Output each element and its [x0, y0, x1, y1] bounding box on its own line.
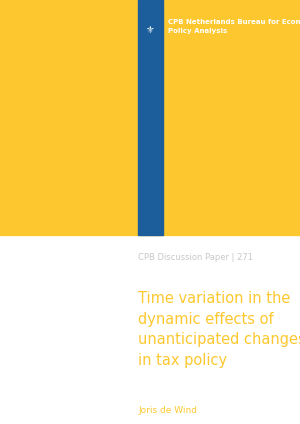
Text: Policy Analysis: Policy Analysis — [168, 28, 227, 34]
Text: Joris de Wind: Joris de Wind — [138, 406, 197, 416]
Text: ⚜: ⚜ — [146, 25, 155, 35]
Text: Time variation in the
dynamic effects of
unanticipated changes
in tax policy: Time variation in the dynamic effects of… — [138, 291, 300, 368]
Text: CPB Netherlands Bureau for Economic: CPB Netherlands Bureau for Economic — [168, 19, 300, 25]
Bar — [0, 0, 300, 235]
Bar — [138, 0, 163, 235]
Text: CPB Discussion Paper | 271: CPB Discussion Paper | 271 — [138, 253, 253, 262]
